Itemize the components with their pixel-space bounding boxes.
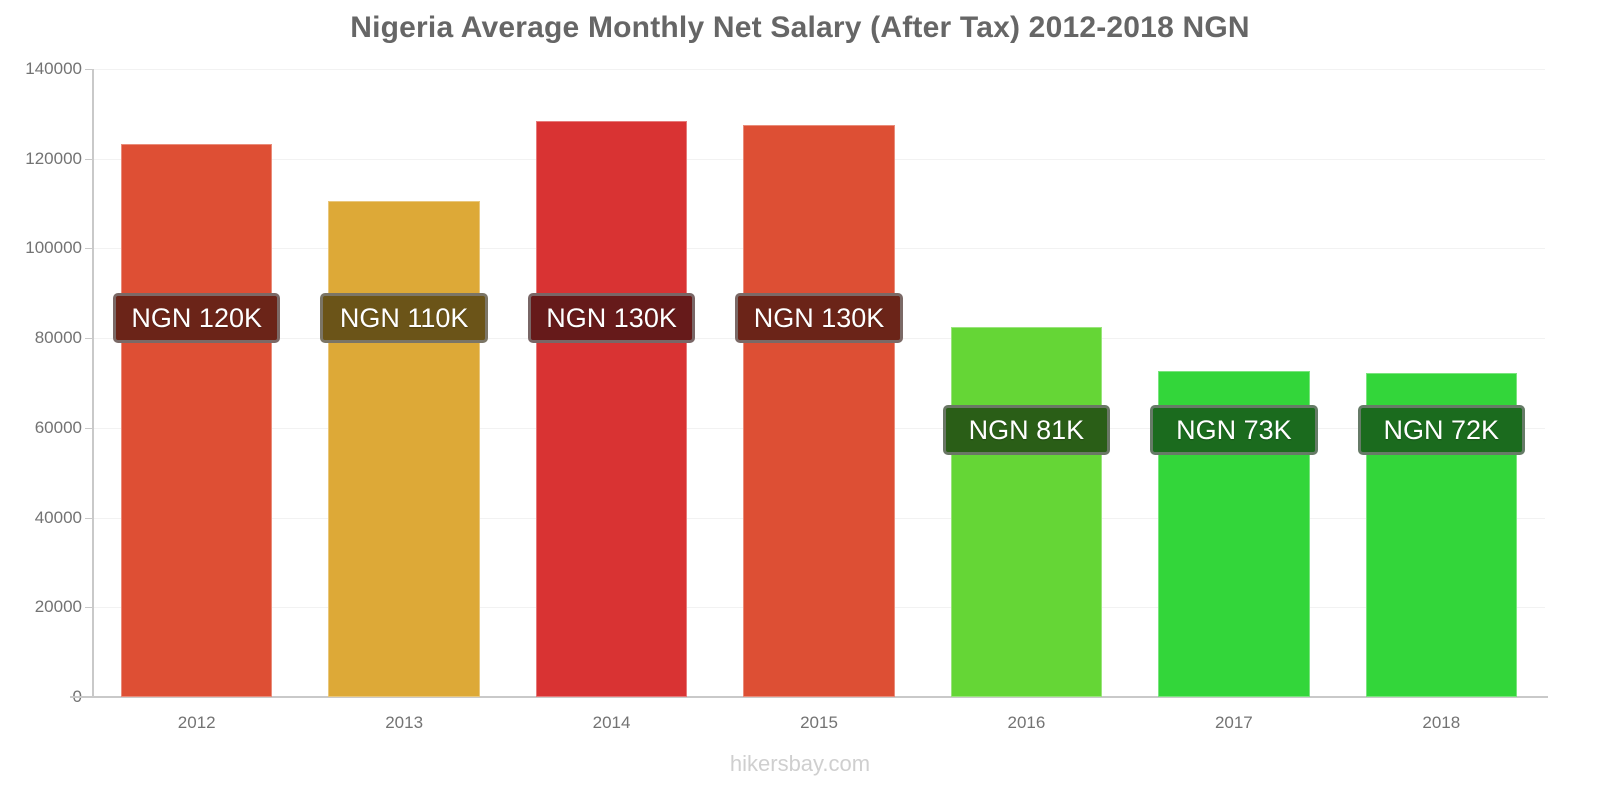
bar-value-label-2013: NGN 110K [320, 293, 488, 343]
bar-2014[interactable] [535, 121, 688, 697]
y-axis-tick-label: 100000 [25, 238, 82, 258]
bar-group-2013[interactable] [328, 69, 480, 697]
bar-value-label-2012: NGN 120K [113, 293, 281, 343]
y-axis-tick-label: 60000 [34, 417, 82, 437]
y-axis-tick-mark [85, 158, 93, 160]
gridline [93, 69, 1545, 70]
y-axis-tick-label: 140000 [25, 59, 82, 78]
y-axis-tick-mark [85, 69, 93, 70]
bar-2012[interactable] [121, 143, 273, 697]
y-axis-tick-mark [85, 248, 93, 250]
y-axis-tick-label: 80000 [34, 328, 82, 348]
x-axis-line [70, 696, 1548, 698]
x-axis-tick-label: 2014 [592, 713, 631, 732]
bar-value-label-2017: NGN 73K [1150, 405, 1318, 455]
bar-group-2015[interactable] [743, 69, 895, 697]
bar-value-label-2015: NGN 130K [735, 293, 903, 343]
bar-group-2012[interactable] [121, 69, 273, 697]
bar-value-label-2018: NGN 72K [1357, 405, 1525, 455]
bar-2013[interactable] [328, 200, 480, 697]
y-axis-tick-label: 120000 [25, 148, 82, 168]
bar-2015[interactable] [743, 125, 895, 697]
bar-value-label-2016: NGN 81K [942, 405, 1111, 455]
x-axis-tick-label: 2016 [1007, 713, 1046, 732]
y-axis-tick-label: 40000 [34, 507, 82, 527]
bar-group-2018[interactable] [1365, 69, 1517, 697]
bar-group-2016[interactable] [950, 69, 1103, 697]
bars-layer [93, 69, 1545, 697]
y-axis-tick-mark [85, 427, 93, 429]
y-axis-tick-mark [85, 607, 93, 609]
y-axis-tick-mark [85, 338, 93, 340]
x-axis-tick-label: 2015 [800, 713, 838, 732]
y-axis-tick-label: 20000 [34, 597, 82, 617]
y-axis-tick-mark [85, 517, 93, 519]
bar-value-label-2014: NGN 130K [527, 293, 696, 343]
bar-group-2017[interactable] [1158, 69, 1310, 697]
x-axis-tick-label: 2013 [385, 713, 424, 732]
bar-2016[interactable] [950, 326, 1103, 697]
x-axis-tick-label: 2018 [1422, 713, 1461, 732]
footer-credit: hikersbay.com [729, 751, 871, 776]
x-axis-tick-label: 2012 [177, 713, 216, 732]
chart-title: Nigeria Average Monthly Net Salary (Afte… [350, 11, 1250, 44]
x-axis-tick-label: 2017 [1214, 713, 1253, 732]
y-axis-line [92, 69, 94, 698]
bar-group-2014[interactable] [535, 69, 688, 697]
